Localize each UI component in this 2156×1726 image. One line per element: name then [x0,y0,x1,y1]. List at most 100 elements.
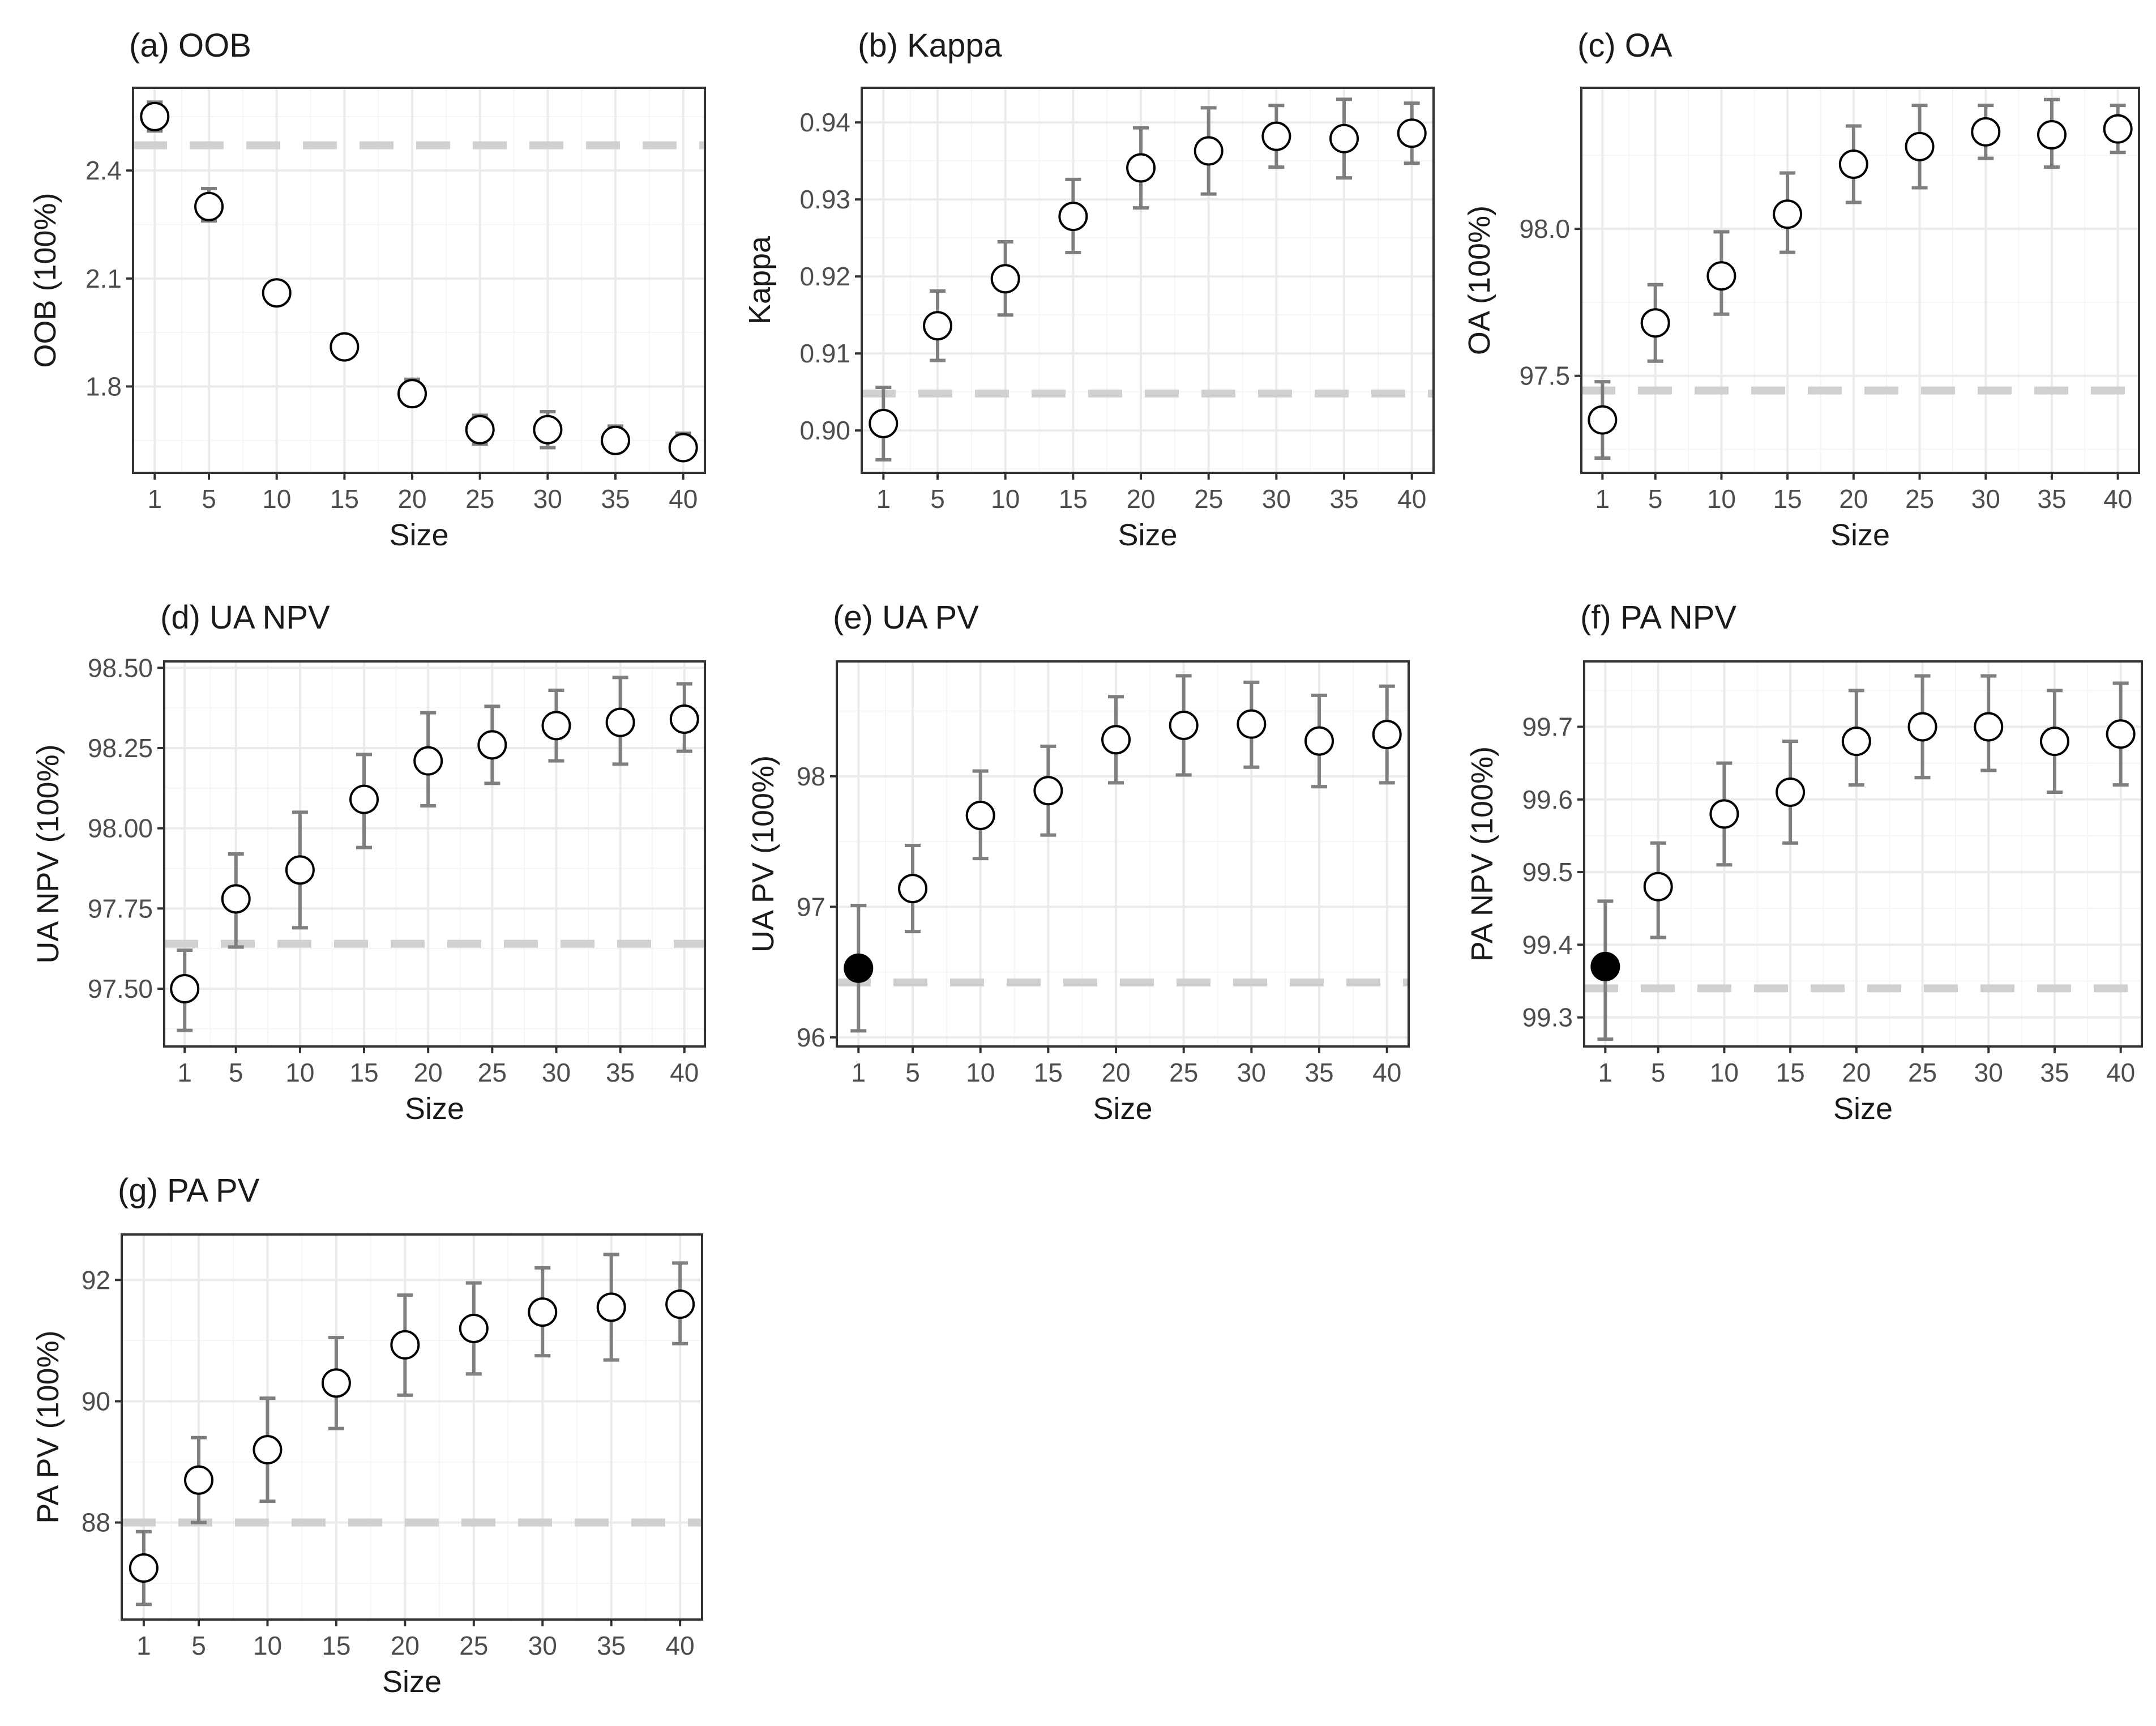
data-point [349,784,379,814]
y-tick-label: 98.50 [88,653,153,682]
x-tick-label: 25 [1194,484,1223,514]
y-tick-label: 0.91 [799,339,850,368]
x-tick-label: 10 [1707,484,1736,514]
x-axis-label: Size [1833,1092,1893,1126]
data-point [990,264,1020,294]
x-tick-label: 5 [202,484,216,514]
data-point [1773,199,1803,229]
x-tick-label: 20 [1842,1058,1871,1087]
data-point [397,379,427,409]
data-point [1372,720,1402,750]
data-point [1905,131,1935,161]
x-tick-label: 15 [1034,1058,1063,1087]
x-tick-label: 20 [1126,484,1155,514]
x-tick-label: 40 [670,1058,699,1087]
y-tick-label: 98.0 [1519,214,1570,243]
x-tick-label: 35 [1304,1058,1333,1087]
x-axis-label: Size [1830,518,1890,552]
data-point [2103,114,2133,144]
x-tick-label: 40 [1372,1058,1401,1087]
y-tick-label: 2.4 [85,156,122,185]
panel-border [861,87,1435,474]
data-point [669,704,699,734]
panel-title: (e) UA PV [833,599,979,636]
y-tick-label: 97.50 [88,974,153,1003]
x-tick-label: 5 [1648,484,1663,514]
x-tick-label: 40 [2106,1058,2135,1087]
x-tick-label: 25 [1905,484,1934,514]
x-tick-label: 25 [465,484,494,514]
x-tick-label: 30 [528,1631,557,1660]
data-point [459,1313,489,1343]
panel-title: (a) OOB [129,27,251,64]
plot-background [1584,661,2142,1046]
data-point [605,707,635,737]
x-tick-label: 15 [349,1058,378,1087]
x-tick-label: 5 [229,1058,243,1087]
data-point [1237,709,1267,739]
y-tick-label: 99.5 [1522,857,1573,887]
data-point [1907,712,1937,742]
x-tick-label: 5 [1651,1058,1666,1087]
data-point [1640,308,1670,338]
data-point [528,1297,558,1327]
x-tick-label: 15 [1059,484,1088,514]
x-tick-label: 35 [2037,484,2066,514]
panel-title: (g) PA PV [118,1172,260,1209]
data-point [413,746,443,776]
panel-f: 99.399.499.599.699.71 5 10 15 20 25 30 35 40Size… [1465,599,2143,1126]
y-tick-label: 92 [82,1265,110,1294]
data-point [923,311,953,341]
panel-border [836,660,1410,1048]
data-point [665,1289,695,1319]
data-point [1126,153,1156,183]
y-tick-label: 90 [82,1386,110,1416]
x-tick-label: 30 [1262,484,1291,514]
x-tick-label: 30 [1971,484,2000,514]
data-point [1974,712,2004,742]
panel-title: (f) PA NPV [1580,599,1736,636]
x-tick-label: 20 [397,484,426,514]
panel-border [1583,660,2143,1048]
x-tick-label: 25 [478,1058,507,1087]
data-point [1033,776,1063,806]
y-tick-label: 99.7 [1522,712,1573,741]
data-point [184,1465,214,1495]
data-point [1841,727,1871,757]
panel-title: (b) Kappa [858,27,1002,64]
x-tick-label: 20 [391,1631,420,1660]
y-tick-label: 98.25 [88,733,153,763]
data-point [330,332,360,362]
x-tick-label: 15 [330,484,359,514]
data-point [2037,120,2067,150]
y-tick-label: 99.3 [1522,1003,1573,1032]
x-tick-label: 20 [414,1058,443,1087]
data-point [1588,405,1618,435]
y-tick-label: 0.94 [799,108,850,137]
data-point [1776,777,1806,807]
x-tick-label: 35 [1329,484,1358,514]
x-tick-label: 35 [597,1631,626,1660]
x-tick-label: 40 [669,484,698,514]
data-point [869,408,899,438]
x-tick-label: 1 [136,1631,151,1660]
data-point [898,874,928,904]
data-point [1397,118,1427,148]
y-tick-label: 98.00 [88,814,153,843]
data-point [601,425,631,455]
y-axis-label: UA NPV (100%) [31,744,65,963]
data-point [596,1292,626,1322]
y-tick-label: 98 [797,762,825,791]
x-tick-label: 35 [606,1058,635,1087]
x-tick-label: 40 [666,1631,695,1660]
data-point-filled [1590,951,1620,981]
plot-background [837,661,1409,1046]
x-tick-label: 15 [1776,1058,1805,1087]
data-point [1971,117,2001,147]
x-tick-label: 1 [147,484,162,514]
data-point [533,415,563,445]
data-point [1706,261,1736,291]
data-point [321,1368,351,1398]
data-point [1261,121,1291,151]
